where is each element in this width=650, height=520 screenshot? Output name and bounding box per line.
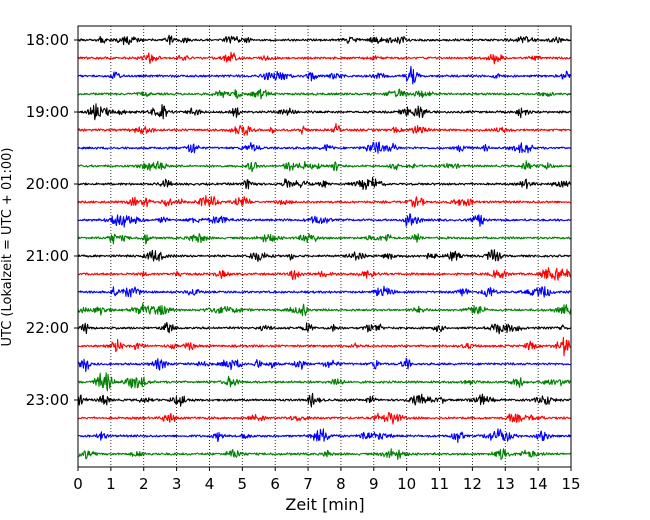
x-tick-label: 4	[205, 475, 215, 493]
x-tick-label: 0	[73, 475, 83, 493]
x-tick-label: 14	[529, 475, 548, 493]
x-tick-label: 2	[139, 475, 149, 493]
x-tick-label: 1	[106, 475, 116, 493]
y-tick-label: 18:00	[26, 31, 69, 49]
trace-7	[77, 141, 571, 154]
x-tick-label: 7	[303, 475, 313, 493]
y-axis: 18:00 19:00 20:00 21:00 22:00 23:00	[26, 31, 78, 409]
trace-2	[77, 51, 571, 65]
trace-4	[77, 88, 572, 100]
x-tick-label: 9	[369, 475, 379, 493]
trace-22	[77, 411, 572, 425]
y-tick-label: 21:00	[26, 247, 69, 265]
trace-8	[77, 160, 572, 173]
trace-5	[77, 103, 572, 121]
trace-18	[77, 336, 571, 357]
trace-9	[77, 176, 571, 190]
x-tick-label: 10	[397, 475, 416, 493]
y-tick-label: 22:00	[26, 319, 69, 337]
trace-21	[77, 392, 571, 408]
x-tick-label: 3	[172, 475, 182, 493]
trace-13	[77, 249, 571, 262]
trace-14	[77, 267, 572, 281]
y-axis-label: UTC (Lokalzeit = UTC + 01:00)	[0, 148, 15, 347]
trace-17	[77, 321, 571, 335]
trace-10	[77, 195, 571, 208]
plot-frame	[77, 25, 572, 468]
trace-12	[77, 233, 572, 245]
trace-15	[77, 285, 571, 298]
x-axis-label: Zeit [min]	[285, 495, 364, 514]
x-tick-label: 6	[270, 475, 280, 493]
trace-6	[77, 123, 572, 136]
trace-20	[77, 372, 572, 392]
y-tick-label: 20:00	[26, 175, 69, 193]
trace-1	[77, 34, 571, 46]
y-tick-label: 19:00	[26, 103, 69, 121]
x-tick-label: 15	[561, 475, 580, 493]
trace-24	[77, 448, 571, 461]
trace-11	[77, 213, 571, 228]
x-tick-label: 13	[496, 475, 515, 493]
x-axis: 0 1 2 3 4 5 6 7 8 9 10 11 12 13 14 15	[73, 467, 581, 493]
x-tick-label: 12	[463, 475, 482, 493]
x-tick-label: 8	[336, 475, 346, 493]
x-tick-label: 5	[238, 475, 248, 493]
trace-group	[77, 34, 572, 461]
trace-19	[77, 357, 571, 373]
x-tick-label: 11	[430, 475, 449, 493]
trace-16	[77, 302, 572, 317]
trace-3	[77, 65, 572, 85]
y-tick-label: 23:00	[26, 391, 69, 409]
trace-23	[77, 428, 572, 444]
